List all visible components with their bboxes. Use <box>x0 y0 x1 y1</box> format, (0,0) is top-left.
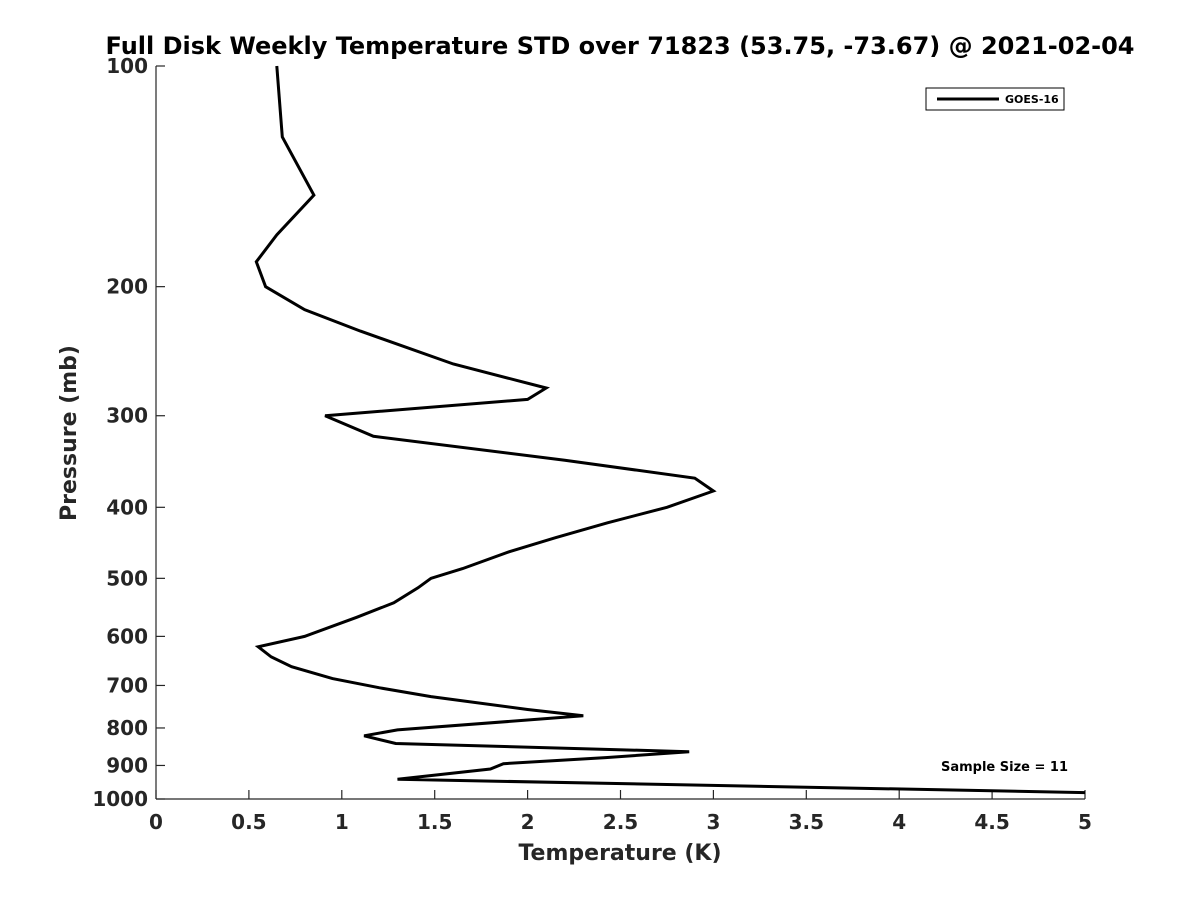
x-tick-label: 2 <box>521 810 535 834</box>
x-axis-label: Temperature (K) <box>518 841 721 866</box>
y-tick-label: 400 <box>106 495 148 519</box>
x-tick-label: 5 <box>1078 810 1092 834</box>
y-axis-ticks: 100 200 300 400 500 600 700 800 900 1000 <box>92 54 165 811</box>
legend-label-goes-16: GOES-16 <box>1005 93 1059 106</box>
series-group <box>254 65 1086 795</box>
x-tick-label: 3.5 <box>789 810 824 834</box>
chart-title: Full Disk Weekly Temperature STD over 71… <box>106 32 1135 60</box>
y-tick-label: 700 <box>106 673 148 697</box>
x-axis-ticks: 0 0.5 1 1.5 2 2.5 3 3.5 4 4.5 5 <box>149 790 1092 834</box>
x-tick-label: 3 <box>706 810 720 834</box>
y-tick-label: 800 <box>106 716 148 740</box>
x-tick-label: 0 <box>149 810 163 834</box>
y-tick-label: 300 <box>106 404 148 428</box>
series-line-goes-16 <box>254 65 1086 795</box>
x-tick-label: 1 <box>335 810 349 834</box>
y-tick-label: 500 <box>106 566 148 590</box>
x-tick-label: 0.5 <box>231 810 266 834</box>
y-tick-label: 600 <box>106 624 148 648</box>
y-tick-label: 900 <box>106 753 148 777</box>
legend: GOES-16 <box>925 87 1065 111</box>
y-tick-label: 1000 <box>92 787 148 811</box>
y-tick-label: 100 <box>106 54 148 78</box>
y-tick-label: 200 <box>106 275 148 299</box>
y-axis-label: Pressure (mb) <box>57 345 82 521</box>
plot-axes <box>155 66 1085 800</box>
x-tick-label: 1.5 <box>417 810 452 834</box>
x-tick-label: 2.5 <box>603 810 638 834</box>
x-tick-label: 4.5 <box>974 810 1009 834</box>
sample-size-annotation: Sample Size = 11 <box>941 760 1068 775</box>
x-tick-label: 4 <box>892 810 906 834</box>
